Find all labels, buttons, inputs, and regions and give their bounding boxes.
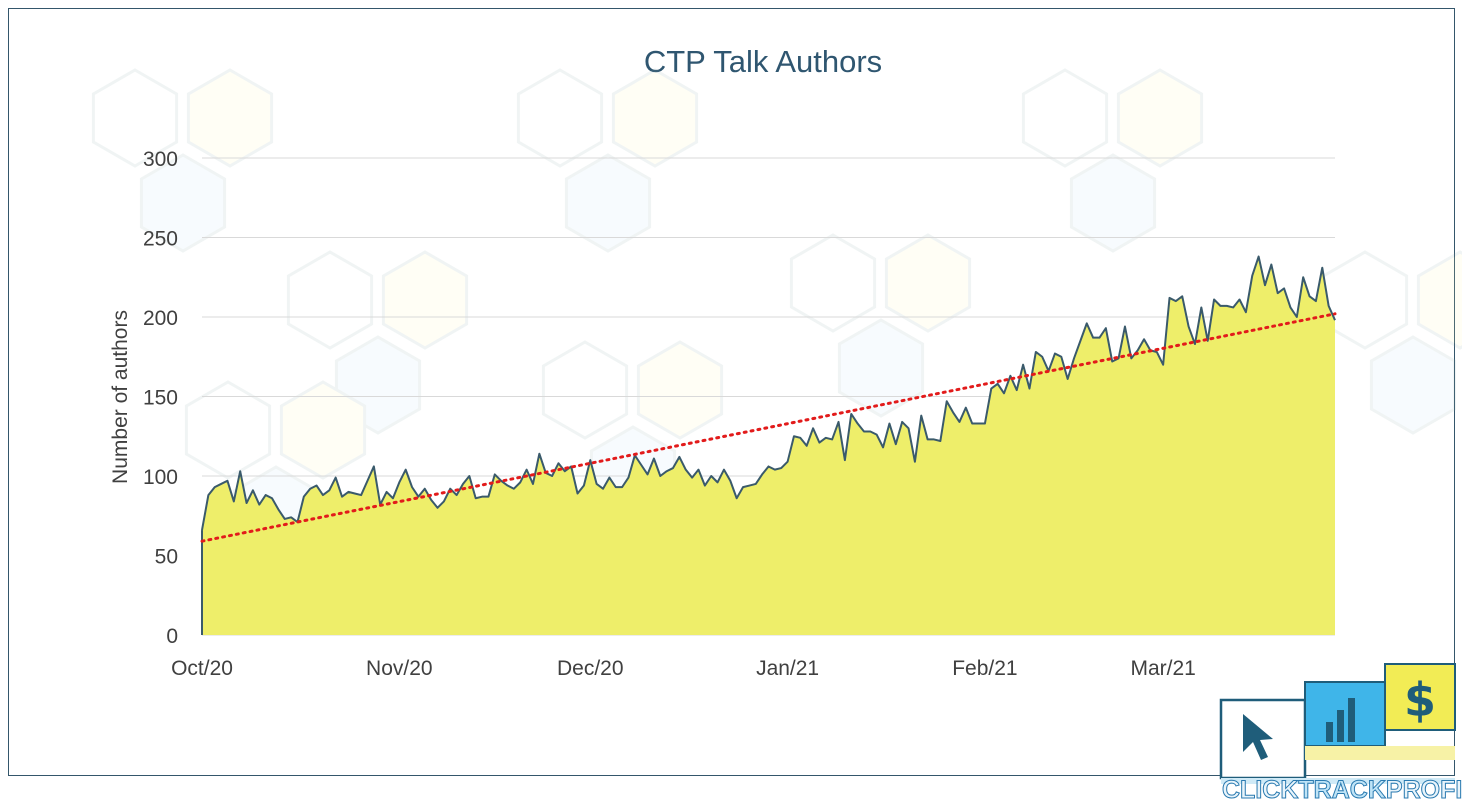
watermark-hexagon bbox=[381, 250, 469, 350]
watermark-hexagon bbox=[1416, 250, 1462, 350]
y-tick-label: 0 bbox=[166, 625, 178, 648]
watermark-hexagon bbox=[279, 380, 367, 480]
watermark-hexagon bbox=[186, 68, 274, 168]
watermark-hexagon bbox=[286, 250, 374, 350]
watermark-hexagon bbox=[139, 153, 227, 253]
watermark-hexagon bbox=[516, 68, 604, 168]
watermark-background bbox=[91, 68, 1462, 565]
x-tick-label: Jan/21 bbox=[756, 657, 819, 680]
y-axis-ticks: 0 50 100 150 200 250 300 bbox=[143, 148, 178, 648]
watermark-hexagon bbox=[541, 340, 629, 440]
x-tick-label: Oct/20 bbox=[171, 657, 233, 680]
area-fill bbox=[202, 256, 1335, 635]
brand-wordmark: CLICKTRACKPROFIT bbox=[1221, 776, 1462, 805]
watermark-hexagon bbox=[184, 380, 272, 480]
clicktrackprofit-logo: $ bbox=[1219, 663, 1456, 784]
cursor-icon bbox=[1243, 714, 1273, 760]
watermark-hexagon bbox=[91, 68, 179, 168]
x-tick-label: Dec/20 bbox=[557, 657, 624, 680]
x-tick-label: Nov/20 bbox=[366, 657, 433, 680]
y-tick-label: 150 bbox=[143, 387, 178, 410]
watermark-hexagon bbox=[789, 233, 877, 333]
bar-chart-icon bbox=[1326, 698, 1355, 742]
y-tick-label: 50 bbox=[155, 546, 178, 569]
y-axis-label: Number of authors bbox=[109, 310, 132, 484]
watermark-hexagon bbox=[1369, 335, 1457, 435]
brand-track: TRACK bbox=[1298, 776, 1386, 805]
watermark-hexagon bbox=[837, 318, 925, 418]
brand-profit: PROFIT bbox=[1385, 776, 1462, 805]
series-line bbox=[201, 255, 1336, 531]
watermark-hexagon bbox=[564, 153, 652, 253]
y-tick-label: 100 bbox=[143, 466, 178, 489]
watermark-hexagon bbox=[1021, 68, 1109, 168]
watermark-hexagon bbox=[334, 335, 422, 435]
y-tick-label: 300 bbox=[143, 148, 178, 171]
x-tick-label: Feb/21 bbox=[952, 657, 1017, 680]
series-area bbox=[201, 255, 1336, 635]
watermark-hexagon bbox=[884, 233, 972, 333]
watermark-hexagon bbox=[611, 68, 699, 168]
watermark-hexagon bbox=[1069, 153, 1157, 253]
y-tick-label: 200 bbox=[143, 307, 178, 330]
dollar-icon: $ bbox=[1404, 673, 1436, 727]
chart-title: CTP Talk Authors bbox=[643, 44, 883, 79]
brand-click: CLICK bbox=[1221, 776, 1299, 805]
watermark-hexagon bbox=[1321, 250, 1409, 350]
x-tick-label: Mar/21 bbox=[1130, 657, 1195, 680]
watermark-hexagon bbox=[636, 340, 724, 440]
y-tick-label: 250 bbox=[143, 228, 178, 251]
x-axis-ticks: Oct/20 Nov/20 Dec/20 Jan/21 Feb/21 Mar/21 bbox=[171, 657, 1196, 680]
watermark-hexagon bbox=[1116, 68, 1204, 168]
